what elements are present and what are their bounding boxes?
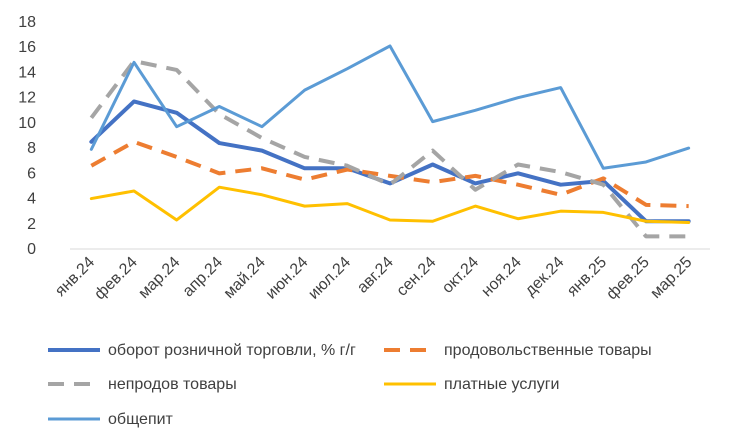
x-tick-label: июл.24: [305, 254, 354, 303]
x-tick-label: дек.24: [522, 254, 568, 300]
x-tick-label: фев.24: [91, 254, 140, 303]
legend-label-4: платные услуги: [444, 376, 559, 393]
y-tick-label: 16: [18, 39, 36, 56]
x-tick-label: авг.24: [354, 254, 397, 297]
x-tick-label: май.24: [221, 254, 269, 302]
series-line-2: [90, 139, 689, 209]
y-tick-label: 18: [18, 14, 36, 31]
x-tick-label: янв.25: [564, 254, 610, 300]
series-line-3: [89, 59, 689, 239]
x-tick-label: сен.24: [394, 254, 440, 300]
x-tick-label: фев.25: [603, 254, 652, 303]
x-tick-label: окт.24: [439, 254, 482, 297]
y-axis: 0 2 4 6 8 10 12 14 16 18: [18, 14, 36, 258]
series-line-4: [89, 185, 691, 225]
y-tick-label: 0: [27, 241, 36, 258]
x-tick-label: янв.24: [52, 254, 98, 300]
y-tick-label: 12: [18, 90, 36, 107]
series-line-1: [89, 99, 691, 224]
y-tick-label: 14: [18, 64, 36, 81]
x-tick-label: ноя.24: [478, 254, 524, 300]
y-tick-label: 2: [27, 216, 36, 233]
legend-label-3: непродов товары: [108, 376, 237, 393]
x-tick-label: июн.24: [263, 254, 312, 303]
y-tick-label: 10: [18, 115, 36, 132]
legend: оборот розничной торговли, % г/г продовол…: [48, 342, 652, 428]
x-tick-label: апр.24: [180, 254, 227, 301]
legend-label-1: оборот розничной торговли, % г/г: [108, 342, 356, 359]
legend-label-5: общепит: [108, 411, 174, 428]
x-axis: янв.24фев.24мар.24апр.24май.24июн.24июл.…: [52, 254, 696, 303]
series-line-5: [89, 44, 691, 170]
series-layer: [89, 44, 691, 239]
y-tick-label: 8: [27, 140, 36, 157]
x-tick-label: мар.24: [135, 254, 183, 302]
legend-label-2: продовольственные товары: [444, 342, 652, 359]
y-tick-label: 4: [27, 191, 36, 208]
y-tick-label: 6: [27, 165, 36, 182]
x-tick-label: мар.25: [647, 254, 695, 302]
